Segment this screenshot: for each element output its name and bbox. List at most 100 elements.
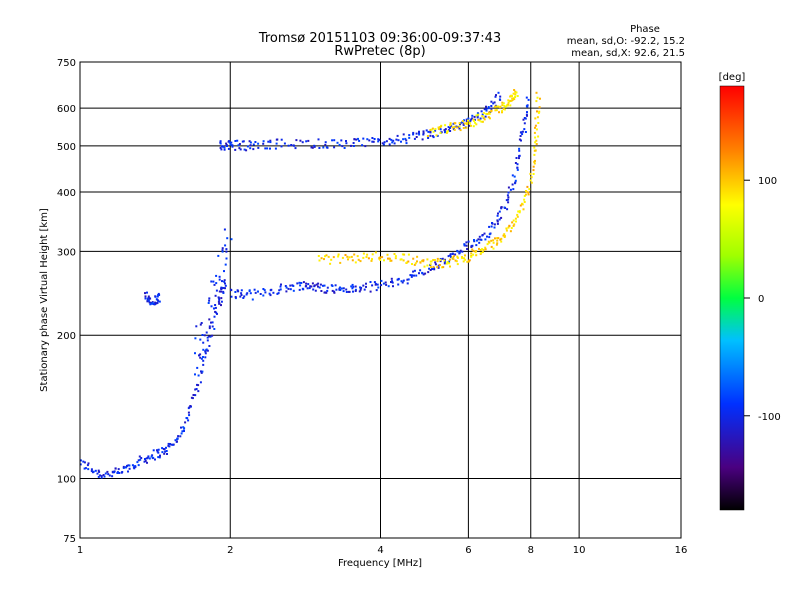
data-point: [407, 278, 410, 281]
data-point: [154, 458, 156, 461]
data-point: [412, 257, 415, 260]
data-point: [475, 254, 478, 257]
data-point: [469, 120, 472, 123]
data-point: [240, 294, 243, 296]
data-point: [340, 139, 343, 142]
data-point: [517, 210, 520, 213]
data-point: [182, 429, 185, 432]
data-point: [199, 356, 202, 359]
data-point: [475, 123, 478, 126]
data-point: [262, 140, 265, 143]
data-point: [285, 290, 288, 293]
data-point: [479, 249, 482, 251]
data-point: [501, 101, 504, 104]
data-point: [157, 456, 160, 459]
data-point: [294, 147, 297, 150]
data-point: [371, 284, 374, 287]
data-point: [497, 237, 500, 240]
data-point: [134, 465, 137, 468]
data-point: [333, 146, 336, 149]
data-point: [287, 287, 290, 290]
data-point: [481, 120, 484, 123]
data-point: [208, 299, 211, 302]
data-point: [429, 129, 432, 131]
data-point: [525, 105, 528, 108]
data-point: [219, 142, 222, 145]
data-point: [518, 211, 521, 214]
data-point: [502, 107, 505, 110]
data-point: [524, 193, 527, 196]
data-point: [434, 128, 437, 131]
data-point: [468, 122, 471, 125]
data-point: [326, 289, 329, 292]
data-point: [446, 130, 449, 133]
data-point: [479, 238, 482, 241]
data-point: [164, 450, 167, 453]
data-point: [227, 140, 230, 143]
data-point: [248, 140, 251, 143]
data-point: [269, 289, 272, 292]
data-point: [390, 277, 393, 280]
data-point: [494, 105, 497, 108]
data-point: [522, 118, 525, 121]
data-point: [467, 260, 470, 263]
data-point: [329, 262, 332, 265]
data-point: [400, 280, 403, 283]
data-point: [482, 248, 485, 251]
data-point: [234, 297, 237, 300]
data-point: [214, 310, 217, 313]
data-point: [518, 147, 521, 150]
data-point: [496, 219, 499, 222]
data-point: [496, 220, 499, 223]
data-point: [326, 286, 329, 289]
data-point: [526, 114, 528, 117]
data-point: [87, 468, 90, 471]
data-point: [496, 237, 499, 240]
data-point: [439, 131, 442, 134]
data-point: [377, 286, 380, 289]
data-point: [536, 110, 538, 113]
data-point: [156, 450, 159, 453]
data-point: [211, 334, 214, 337]
data-point: [499, 95, 502, 98]
data-point: [166, 453, 168, 455]
data-point: [458, 127, 461, 130]
data-point: [226, 145, 228, 147]
data-point: [342, 287, 345, 290]
data-point: [114, 467, 117, 470]
data-point: [512, 219, 515, 222]
data-point: [472, 253, 475, 256]
data-point: [377, 138, 380, 141]
data-point: [495, 243, 498, 246]
data-point: [485, 112, 488, 115]
data-point: [222, 287, 225, 289]
data-point: [470, 252, 473, 255]
data-point: [268, 292, 271, 295]
data-point: [158, 300, 161, 303]
data-point: [475, 114, 478, 117]
data-point: [213, 328, 216, 330]
data-point: [405, 139, 408, 142]
data-point: [470, 118, 473, 121]
data-point: [463, 119, 465, 122]
data-point: [340, 287, 343, 290]
data-point: [418, 133, 421, 136]
data-point: [504, 105, 507, 108]
data-point: [197, 390, 200, 393]
data-point: [444, 128, 447, 131]
data-point: [418, 272, 420, 275]
data-point: [442, 266, 445, 269]
data-point: [225, 142, 228, 145]
data-point: [196, 366, 199, 369]
trace-O-f2: [219, 91, 502, 152]
data-point: [488, 111, 491, 114]
data-point: [482, 112, 485, 115]
data-point: [428, 267, 431, 270]
data-point: [532, 173, 535, 175]
data-point: [523, 128, 526, 131]
data-point: [512, 97, 515, 100]
data-point: [117, 468, 120, 471]
data-point: [332, 256, 335, 259]
data-point: [449, 122, 452, 125]
data-point: [503, 236, 506, 238]
